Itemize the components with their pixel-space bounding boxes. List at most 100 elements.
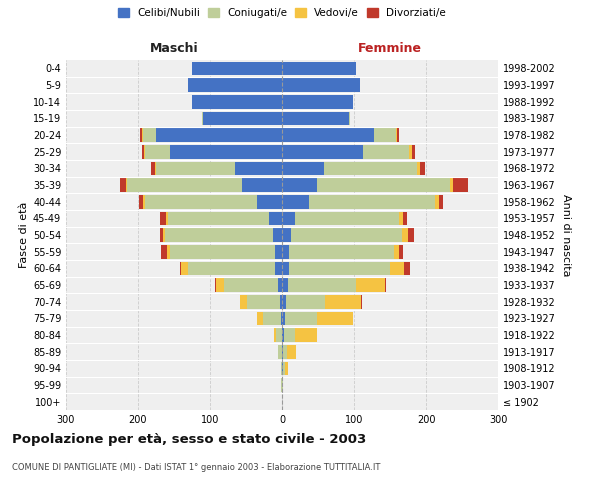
Bar xyxy=(282,95,353,108)
Bar xyxy=(412,145,415,158)
Bar xyxy=(257,312,263,325)
Bar xyxy=(282,312,285,325)
Bar xyxy=(202,112,203,125)
Bar xyxy=(385,278,386,292)
Bar xyxy=(163,228,166,242)
Bar xyxy=(120,178,126,192)
Bar xyxy=(282,262,289,275)
Bar xyxy=(215,278,216,292)
Bar xyxy=(310,195,436,208)
Legend: Celibi/Nubili, Coniugati/e, Vedovi/e, Divorziati/e: Celibi/Nubili, Coniugati/e, Vedovi/e, Di… xyxy=(114,4,450,22)
Bar xyxy=(419,162,425,175)
Bar xyxy=(278,345,282,358)
Bar xyxy=(239,295,240,308)
Bar xyxy=(289,245,394,258)
Bar xyxy=(140,128,142,142)
Bar xyxy=(143,128,156,142)
Bar xyxy=(285,312,317,325)
Bar xyxy=(282,78,360,92)
Bar xyxy=(402,228,408,242)
Bar xyxy=(282,378,283,392)
Bar xyxy=(188,78,282,92)
Bar xyxy=(281,362,282,375)
Text: Popolazione per età, sesso e stato civile - 2003: Popolazione per età, sesso e stato civil… xyxy=(12,432,366,446)
Bar xyxy=(286,295,325,308)
Text: COMUNE DI PANTIGLIATE (MI) - Dati ISTAT 1° gennaio 2003 - Elaborazione TUTTITALI: COMUNE DI PANTIGLIATE (MI) - Dati ISTAT … xyxy=(12,462,380,471)
Bar xyxy=(400,245,403,258)
Bar xyxy=(282,162,324,175)
Bar xyxy=(274,328,276,342)
Bar xyxy=(282,245,289,258)
Bar xyxy=(356,278,385,292)
Bar xyxy=(397,128,398,142)
Bar xyxy=(454,178,468,192)
Bar xyxy=(126,178,127,192)
Bar xyxy=(166,228,274,242)
Bar xyxy=(409,145,412,158)
Bar xyxy=(287,345,296,358)
Bar xyxy=(283,362,285,375)
Bar xyxy=(144,145,145,158)
Bar xyxy=(282,178,317,192)
Bar xyxy=(263,312,281,325)
Bar xyxy=(276,328,282,342)
Bar xyxy=(257,195,282,208)
Bar xyxy=(281,378,282,392)
Bar xyxy=(188,262,275,275)
Y-axis label: Anni di nascita: Anni di nascita xyxy=(561,194,571,276)
Bar xyxy=(167,245,170,258)
Bar xyxy=(240,295,247,308)
Bar xyxy=(285,362,289,375)
Bar xyxy=(282,228,290,242)
Bar xyxy=(450,178,454,192)
Bar xyxy=(295,328,317,342)
Bar xyxy=(282,295,286,308)
Bar xyxy=(400,212,403,225)
Bar xyxy=(160,228,163,242)
Bar xyxy=(288,278,356,292)
Bar xyxy=(283,345,287,358)
Bar xyxy=(282,328,284,342)
Bar xyxy=(142,145,144,158)
Bar xyxy=(275,262,282,275)
Bar xyxy=(280,295,282,308)
Bar xyxy=(282,278,288,292)
Bar xyxy=(247,295,280,308)
Bar xyxy=(390,262,404,275)
Bar xyxy=(278,278,282,292)
Bar xyxy=(282,362,283,375)
Bar xyxy=(269,212,282,225)
Bar xyxy=(418,162,419,175)
Bar xyxy=(439,195,443,208)
Bar xyxy=(317,312,353,325)
Bar xyxy=(281,312,282,325)
Bar xyxy=(216,278,224,292)
Text: Maschi: Maschi xyxy=(149,42,199,55)
Bar xyxy=(156,162,235,175)
Bar xyxy=(155,162,156,175)
Bar xyxy=(289,262,390,275)
Bar xyxy=(139,195,143,208)
Bar xyxy=(361,295,362,308)
Bar xyxy=(170,245,275,258)
Bar xyxy=(151,162,155,175)
Bar xyxy=(170,145,282,158)
Bar xyxy=(282,62,356,75)
Bar xyxy=(282,112,349,125)
Bar xyxy=(282,128,374,142)
Bar xyxy=(282,212,295,225)
Bar xyxy=(282,195,310,208)
Bar xyxy=(192,62,282,75)
Bar xyxy=(127,178,242,192)
Text: Femmine: Femmine xyxy=(358,42,422,55)
Bar xyxy=(156,128,282,142)
Bar xyxy=(349,112,350,125)
Bar xyxy=(282,145,362,158)
Bar xyxy=(203,112,282,125)
Bar xyxy=(143,195,145,208)
Bar xyxy=(290,228,402,242)
Bar xyxy=(145,145,170,158)
Bar xyxy=(284,328,295,342)
Bar xyxy=(374,128,396,142)
Bar xyxy=(317,178,450,192)
